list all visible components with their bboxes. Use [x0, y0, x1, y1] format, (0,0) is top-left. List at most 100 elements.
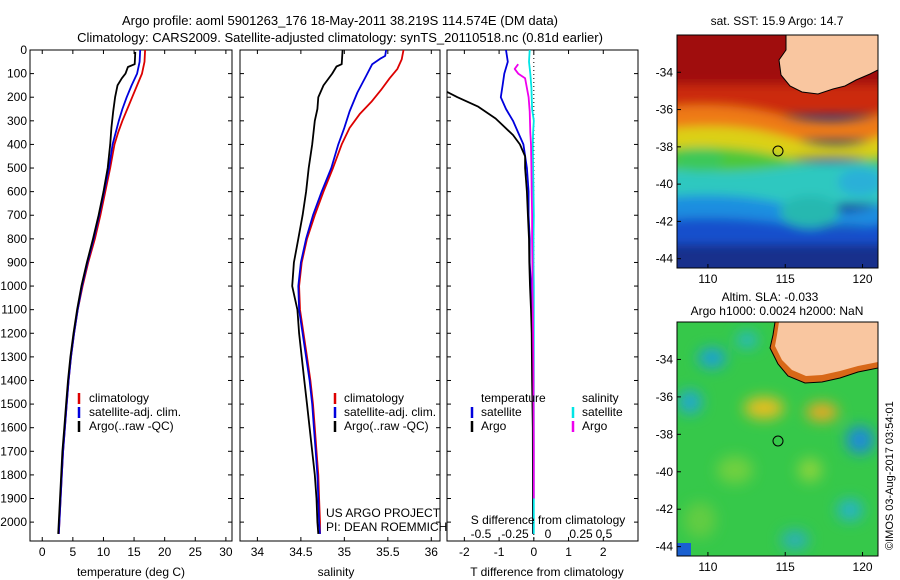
x-tick-label: 0	[39, 545, 46, 559]
x-tick-label: 1	[565, 545, 572, 559]
y-tick-label: 700	[7, 208, 27, 222]
y-tick-label: 1500	[0, 397, 27, 411]
y-tick-label: 1700	[0, 444, 27, 458]
pi-annotation: PI: DEAN ROEMMICH	[326, 520, 447, 534]
title-line-1: Argo profile: aoml 5901263_176 18-May-20…	[122, 13, 558, 28]
legend-argo-label: Argo(..raw -QC)	[344, 419, 429, 433]
y-tick-label: -44	[656, 252, 674, 266]
x-tick-label: 0	[530, 545, 537, 559]
x-tick-label: 36	[425, 545, 439, 559]
legend-salinity-heading: salinity	[582, 391, 619, 405]
y-tick-label: -34	[656, 352, 674, 366]
legend-climatology-label: climatology	[344, 391, 404, 405]
legend-satellite-label: satellite-adj. clim.	[89, 405, 181, 419]
legend-satellite-label: satellite-adj. clim.	[344, 405, 436, 419]
land-polygon	[778, 35, 878, 95]
y-tick-label: 100	[7, 67, 27, 81]
legend-s-argo-label: Argo	[582, 419, 608, 433]
y-tick-label: 800	[7, 232, 27, 246]
difference-panel: -2 -1 0 1 2 T difference from climatology S …	[446, 49, 639, 579]
y-tick-label: -38	[656, 427, 674, 441]
top-tick-label: 0.5	[596, 527, 613, 541]
x-tick-label: 30	[219, 545, 233, 559]
legend-t-argo-label: Argo	[481, 419, 507, 433]
series-line-argo-raw-qc	[291, 50, 344, 534]
y-tick-label: -36	[656, 390, 674, 404]
series-line-climatology	[57, 50, 146, 534]
sst-map-frame	[676, 34, 879, 269]
y-tick-label: -42	[656, 214, 674, 228]
x-tick-label: 115	[776, 272, 795, 286]
x-tick-label: -2	[459, 545, 470, 559]
x-tick-label: 25	[189, 545, 203, 559]
sst-map-panel: sat. SST: 15.9 Argo: 14.7 110 115 120 -34 -3…	[656, 14, 879, 286]
series-line-argo-raw-qc	[57, 51, 137, 534]
series-line-satellite-adj-clim	[57, 50, 142, 534]
title-line-2: Climatology: CARS2009. Satellite-adjuste…	[77, 30, 603, 45]
top-tick-label: -0.5	[471, 527, 492, 541]
sla-field	[677, 322, 878, 556]
difference-axes-frame	[446, 49, 639, 542]
x-tick-label: -1	[494, 545, 505, 559]
y-tick-label: -38	[656, 140, 674, 154]
y-tick-label: 1800	[0, 468, 27, 482]
sla-map-frame	[676, 321, 879, 557]
salinity-panel: 34 34.5 35 35.5 36 salinity climatology sate…	[239, 49, 447, 579]
x-tick-label: 2	[600, 545, 607, 559]
y-tick-label: 1400	[0, 373, 27, 387]
series-line-temperature-satellite	[499, 50, 534, 534]
legend-argo-label: Argo(..raw -QC)	[89, 419, 174, 433]
top-tick-label: -0.25	[501, 527, 529, 541]
difference-legend: temperature satellite Argo salinity sate…	[470, 391, 623, 433]
salinity-legend: climatology satellite-adj. clim. Argo(..…	[333, 391, 436, 433]
x-tick-label: 110	[698, 272, 717, 286]
legend-climatology-label: climatology	[89, 391, 149, 405]
y-tick-label: 1900	[0, 492, 27, 506]
x-tick-label: 35	[338, 545, 352, 559]
x-tick-label: 10	[97, 545, 111, 559]
y-tick-label: -36	[656, 103, 674, 117]
sst-map-title: sat. SST: 15.9 Argo: 14.7	[711, 14, 844, 28]
y-tick-label: 1200	[0, 326, 27, 340]
y-tick-label: 300	[7, 114, 27, 128]
y-tick-label: 400	[7, 137, 27, 151]
series-line-satellite-adj-clim	[297, 50, 387, 534]
x-tick-label: 20	[158, 545, 172, 559]
y-tick-label: -42	[656, 502, 674, 516]
legend-s-satellite-label: satellite	[582, 405, 623, 419]
temperature-panel: 0 5 10 15 20 25 300100200300400500600700800900…	[0, 43, 233, 579]
argo-location-marker	[772, 435, 784, 447]
series-line-temperature-argo	[447, 90, 534, 534]
series-line-salinity-argo	[513, 63, 535, 499]
temperature-legend: climatology satellite-adj. clim. Argo(..…	[77, 391, 181, 433]
y-tick-label: 1300	[0, 350, 27, 364]
x-tick-label: 34	[251, 545, 265, 559]
y-tick-label: 1100	[1, 303, 27, 317]
x-tick-label: 115	[776, 560, 795, 574]
x-tick-label: 35.5	[376, 545, 400, 559]
temperature-axes-frame	[29, 49, 233, 542]
top-tick-label: 0.25	[569, 527, 593, 541]
y-tick-label: -40	[656, 177, 674, 191]
temperature-x-label: temperature (deg C)	[77, 565, 185, 579]
y-tick-label: -44	[656, 540, 674, 554]
y-tick-label: 0	[20, 43, 27, 57]
s-difference-x-label: S difference from climatology	[471, 513, 626, 527]
argo-location-marker	[772, 145, 784, 157]
y-tick-label: 600	[7, 185, 27, 199]
x-tick-label: 110	[698, 560, 717, 574]
sla-map-title-1: Altim. SLA: -0.033	[722, 290, 819, 304]
legend-temperature-heading: temperature	[481, 391, 546, 405]
x-tick-label: 120	[853, 560, 873, 574]
top-tick-label: 0	[545, 527, 552, 541]
x-tick-label: 120	[853, 272, 873, 286]
sst-field	[677, 35, 878, 268]
y-tick-label: 200	[7, 90, 27, 104]
y-tick-label: 2000	[0, 515, 27, 529]
salinity-x-label: salinity	[318, 565, 355, 579]
sla-map-panel: Altim. SLA: -0.033 Argo h1000: 0.0024 h2…	[656, 290, 879, 574]
y-tick-label: 1000	[0, 279, 27, 293]
y-tick-label: 900	[7, 255, 27, 269]
y-tick-label: -40	[656, 465, 674, 479]
